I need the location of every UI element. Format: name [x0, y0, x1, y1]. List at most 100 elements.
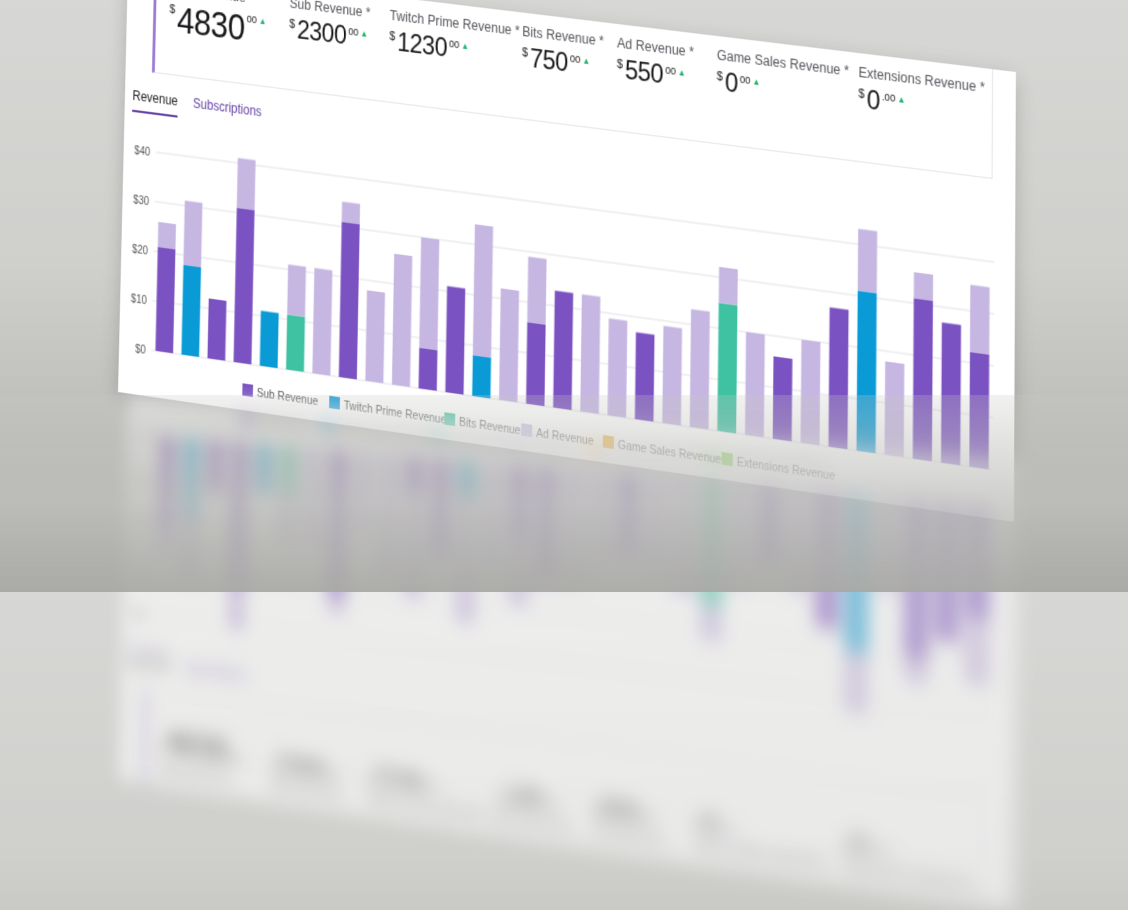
bar-segment [662, 325, 683, 426]
gridline [152, 615, 992, 713]
stat-ad-revenue: Ad Revenue * $ 550 00 ▲ [617, 35, 694, 94]
bar-segment [526, 322, 546, 407]
up-arrow-icon: ▲ [436, 782, 445, 794]
stat-cents: 00 [739, 73, 751, 88]
up-arrow-icon: ▲ [556, 799, 565, 811]
stat-total-revenue: Total Revenue * $ 4830 00 ▲ [157, 723, 249, 788]
stat-cents: 00 [246, 13, 257, 27]
up-arrow-icon: ▲ [653, 812, 663, 824]
bar-segment [580, 294, 601, 414]
stat-currency: $ [858, 87, 865, 102]
stat-amount: 0 [724, 67, 738, 100]
stat-extensions-revenue: Extensions Revenue * $ 0 .00 ▲ [858, 64, 985, 130]
stat-bits-revenue: Bits Revenue * $ 750 00 ▲ [522, 24, 604, 83]
revenue-dashboard-panel: Total Revenue * $ 4830 00 ▲ Sub Revenue … [117, 0, 1016, 522]
legend-swatch [602, 435, 614, 450]
bar-segment [718, 266, 738, 306]
bar-segment [312, 267, 333, 376]
y-tick-label: $20 [132, 244, 148, 258]
y-tick-label: $40 [132, 607, 147, 620]
tab-subscriptions: Subscriptions [183, 661, 249, 684]
bar-segment [354, 453, 373, 539]
stat-amount: 2300 [277, 747, 326, 782]
tab-subscriptions[interactable]: Subscriptions [192, 95, 262, 120]
legend-swatch [721, 452, 733, 467]
bar-segment [279, 446, 298, 499]
stat-label: Bits Revenue * [495, 809, 579, 836]
bar-segment [509, 466, 530, 545]
stat-value: $ 2300 00 ▲ [289, 15, 370, 54]
bar-segment [935, 502, 958, 643]
stat-amount: 750 [529, 43, 569, 79]
bar-segment [744, 331, 765, 438]
stat-value: $ 0 .00 ▲ [843, 824, 980, 873]
bar-segment [378, 455, 399, 579]
y-tick-label: $0 [141, 429, 151, 441]
bar-segment [536, 468, 557, 581]
bar-segment [227, 583, 246, 631]
stat-cents: 00 [718, 820, 730, 835]
revenue-summary-bar: Total Revenue * $ 4830 00 ▲ Sub Revenue … [142, 686, 990, 907]
stat-cents: 00 [326, 766, 337, 780]
bar-segment [969, 284, 990, 355]
bar-segment [913, 272, 934, 301]
bar-segment [157, 530, 174, 555]
bar-segment [338, 221, 360, 380]
bar-segment [457, 461, 477, 502]
bar-segment [278, 496, 297, 545]
bar-segment [553, 290, 574, 411]
bar-segment [689, 309, 710, 430]
up-arrow-icon: ▲ [461, 40, 470, 52]
bar-segment [787, 490, 809, 592]
stat-value: $ 550 00 ▲ [592, 790, 671, 829]
stat-value: $ 750 00 ▲ [522, 44, 604, 83]
bar-segment [673, 480, 694, 595]
legend-swatch [241, 414, 252, 426]
y-tick-label: $40 [134, 145, 150, 159]
stat-amount: 0 [851, 825, 867, 858]
stat-cents: .00 [868, 841, 883, 856]
bar-segment [236, 157, 256, 210]
tab-revenue[interactable]: Revenue [132, 87, 179, 118]
bar-segment [259, 310, 279, 369]
bar-segment [845, 495, 868, 653]
bar-segment [700, 605, 721, 642]
y-tick-label: $10 [131, 293, 147, 307]
bar-segment [207, 298, 227, 361]
bar-segment [772, 356, 793, 442]
stat-currency: $ [521, 45, 529, 60]
stat-currency: $ [496, 789, 503, 804]
up-arrow-icon: ▲ [897, 94, 906, 106]
stat-cents: .00 [881, 91, 896, 106]
y-tick-label: $20 [134, 517, 149, 529]
bar-segment [905, 500, 928, 660]
up-arrow-icon: ▲ [884, 844, 894, 857]
stat-value: $ 4830 00 ▲ [169, 0, 267, 50]
bar-segment [157, 221, 176, 250]
stat-amount: 550 [624, 55, 664, 91]
stat-label: Twitch Prime Revenue * [365, 790, 494, 824]
revenue-chart: $0 $10 $20 $30 $40 Sub Revenue Twitch Prime Re… [131, 145, 1015, 483]
bar-segment [857, 228, 878, 294]
stat-label: Total Revenue * [157, 761, 236, 787]
legend-label: Sub Revenue [257, 387, 319, 409]
stat-bits-revenue: Bits Revenue * $ 750 00 ▲ [496, 777, 579, 836]
legend-label: Bits Revenue [459, 416, 521, 438]
bar-segment [286, 314, 306, 372]
bar-segment [455, 499, 476, 625]
bar-segment [391, 253, 413, 388]
stat-currency: $ [289, 17, 296, 32]
stat-game-sales-revenue: Game Sales Revenue * $ 0 00 ▲ [716, 47, 849, 113]
bar-segment [800, 339, 821, 446]
bar-segment [255, 444, 273, 497]
legend-swatch [444, 412, 456, 427]
legend-label: Ad Revenue [536, 427, 594, 449]
legend-swatch [329, 395, 340, 410]
stat-twitch-prime-revenue: Twitch Prime Revenue * $ 1230 00 ▲ [366, 759, 494, 823]
bar-segment [287, 264, 306, 317]
bar-segment [828, 307, 849, 450]
stat-cents: 00 [665, 64, 676, 79]
bar-segment [181, 438, 201, 521]
bar-segment [445, 286, 466, 395]
